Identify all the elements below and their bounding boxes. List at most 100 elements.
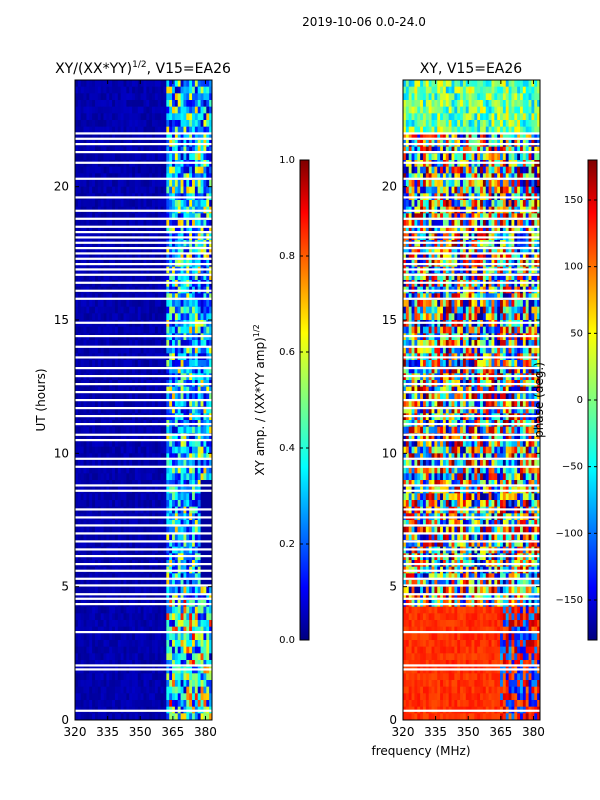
heatmap-cell — [117, 466, 122, 474]
heatmap-cell — [192, 426, 196, 434]
heatmap-cell — [132, 500, 136, 508]
heatmap-cell — [126, 573, 130, 581]
heatmap-cell — [177, 313, 182, 321]
heatmap-cell — [200, 100, 204, 108]
heatmap-cell — [174, 93, 179, 101]
heatmap-cell — [172, 633, 176, 641]
heatmap-cell — [83, 493, 87, 501]
heatmap-cell — [186, 433, 190, 441]
heatmap-cell — [186, 326, 190, 334]
amplitude-heatmap[interactable] — [75, 80, 212, 720]
heatmap-cell — [94, 586, 99, 594]
heatmap-cell — [537, 100, 540, 108]
heatmap-cell — [194, 493, 199, 501]
heatmap-cell — [172, 153, 176, 161]
time-gap — [75, 247, 212, 250]
heatmap-cell — [112, 526, 116, 534]
heatmap-cell — [152, 673, 156, 681]
heatmap-cell — [508, 100, 512, 108]
heatmap-cell — [103, 460, 107, 468]
heatmap-cell — [186, 393, 190, 401]
heatmap-cell — [169, 573, 173, 581]
heatmap-cell — [500, 100, 504, 108]
heatmap-cell — [177, 673, 182, 681]
heatmap-cell — [531, 86, 535, 94]
heatmap-cell — [149, 446, 153, 454]
colorbar-tick-label: 0.4 — [279, 443, 295, 454]
heatmap-cell — [97, 300, 102, 308]
heatmap-cell — [112, 173, 116, 181]
heatmap-cell — [123, 253, 127, 261]
heatmap-cell — [163, 326, 167, 334]
heatmap-cell — [92, 480, 96, 488]
heatmap-cell — [534, 86, 538, 94]
heatmap-cell — [89, 306, 93, 314]
heatmap-cell — [126, 693, 130, 701]
heatmap-cell — [177, 173, 182, 181]
heatmap-cell — [183, 106, 187, 114]
heatmap-cell — [97, 186, 102, 194]
heatmap-cell — [149, 626, 153, 634]
heatmap-cell — [126, 313, 130, 321]
heatmap-cell — [114, 80, 119, 88]
heatmap-cell — [457, 80, 461, 88]
heatmap-cell — [186, 493, 190, 501]
heatmap-cell — [123, 406, 127, 414]
heatmap-cell — [143, 340, 147, 348]
heatmap-cell — [177, 680, 182, 688]
heatmap-cell — [75, 433, 79, 441]
heatmap-cell — [200, 693, 204, 701]
heatmap-cell — [97, 120, 102, 128]
heatmap-cell — [154, 106, 159, 114]
heatmap-cell — [197, 620, 201, 628]
heatmap-cell — [146, 306, 150, 314]
heatmap-cell — [143, 366, 147, 374]
heatmap-cell — [183, 680, 187, 688]
heatmap-cell — [100, 113, 104, 121]
heatmap-cell — [112, 300, 116, 308]
heatmap-cell — [89, 273, 93, 281]
heatmap-cell — [77, 540, 82, 548]
heatmap-cell — [192, 393, 196, 401]
heatmap-cell — [189, 173, 193, 181]
heatmap-cell — [528, 106, 532, 114]
heatmap-cell — [109, 433, 113, 441]
heatmap-cell — [152, 453, 156, 461]
heatmap-cell — [177, 293, 182, 301]
heatmap-cell — [442, 113, 447, 121]
heatmap-cell — [92, 533, 96, 541]
heatmap-cell — [194, 113, 199, 121]
heatmap-cell — [75, 133, 79, 141]
heatmap-cell — [189, 526, 193, 534]
phase-heatmap[interactable] — [403, 80, 540, 720]
heatmap-cell — [200, 626, 204, 634]
heatmap-cell — [172, 166, 176, 174]
heatmap-cell — [120, 653, 124, 661]
heatmap-cell — [112, 620, 116, 628]
heatmap-cell — [169, 186, 173, 194]
heatmap-cell — [126, 626, 130, 634]
heatmap-cell — [126, 466, 130, 474]
heatmap-cell — [80, 366, 84, 374]
heatmap-cell — [75, 360, 79, 368]
heatmap-cell — [194, 173, 199, 181]
heatmap-cell — [186, 573, 190, 581]
heatmap-cell — [180, 433, 184, 441]
time-gap — [75, 516, 212, 519]
heatmap-cell — [103, 213, 107, 221]
heatmap-cell — [172, 606, 176, 614]
heatmap-cell — [86, 113, 90, 121]
heatmap-cell — [92, 313, 96, 321]
heatmap-cell — [83, 326, 87, 334]
heatmap-cell — [163, 306, 167, 314]
heatmap-cell — [203, 440, 207, 448]
heatmap-cell — [100, 500, 104, 508]
heatmap-cell — [203, 473, 207, 481]
heatmap-cell — [180, 520, 184, 528]
heatmap-cell — [123, 500, 127, 508]
heatmap-cell — [77, 440, 82, 448]
heatmap-cell — [157, 453, 162, 461]
heatmap-cell — [146, 313, 150, 321]
heatmap-cell — [86, 646, 90, 654]
heatmap-cell — [154, 606, 159, 614]
